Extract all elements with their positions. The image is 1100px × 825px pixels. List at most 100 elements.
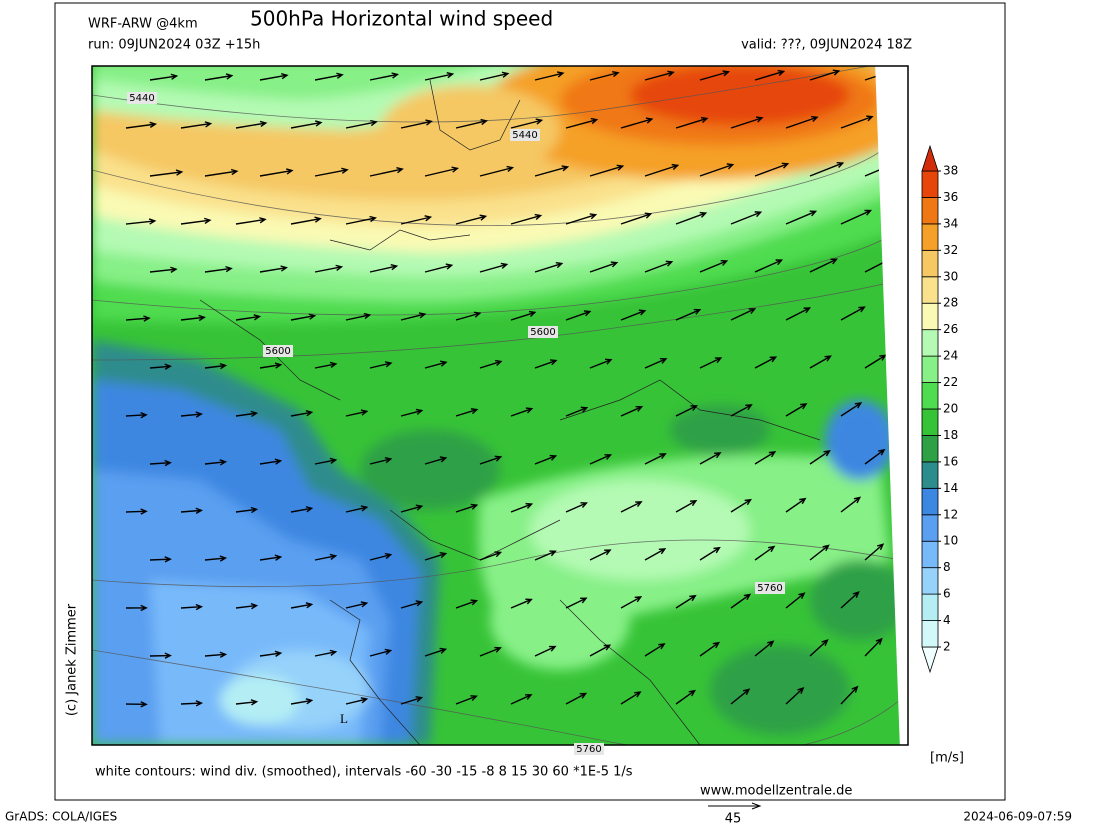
wind-arrow xyxy=(400,408,424,417)
contour-label: 5760 xyxy=(757,583,782,594)
wind-arrow xyxy=(754,259,784,273)
wind-arrow xyxy=(424,647,448,657)
wind-arrow xyxy=(125,411,148,419)
wind-arrow xyxy=(565,117,599,129)
wind-arrow xyxy=(290,506,314,513)
colorbar-label: 14 xyxy=(943,481,958,495)
wind-arrow xyxy=(455,503,479,513)
wind-arrow xyxy=(809,258,838,273)
wind-arrow xyxy=(730,116,764,129)
wind-arrow xyxy=(125,604,148,612)
wind-arrow xyxy=(259,458,283,465)
wind-arrow xyxy=(369,167,404,177)
colorbar-label: 32 xyxy=(943,243,958,257)
wind-arrow xyxy=(620,309,647,321)
wind-arrow xyxy=(369,361,393,369)
wind-arrow xyxy=(644,643,666,657)
colorbar-box xyxy=(921,170,939,198)
colorbar-label: 26 xyxy=(943,322,958,336)
colorbar-box xyxy=(921,567,939,595)
wind-arrow xyxy=(400,215,433,225)
wind-arrow xyxy=(534,645,557,657)
wind-arrow xyxy=(565,406,589,417)
wind-arrow xyxy=(809,69,841,81)
wind-arrow xyxy=(785,115,819,129)
wind-arrow xyxy=(534,454,558,465)
contour-label-bg xyxy=(755,582,785,594)
wind-arrow xyxy=(479,551,503,561)
colorbar-label: 30 xyxy=(943,269,958,283)
wind-arrow xyxy=(864,448,886,465)
wind-arrow xyxy=(204,459,228,466)
wind-arrow xyxy=(754,162,790,177)
wind-arrow xyxy=(589,358,613,369)
wind-arrow xyxy=(479,646,502,657)
wind-arrow xyxy=(675,308,702,321)
website: www.modellzentrale.de xyxy=(700,784,852,799)
wind-arrow xyxy=(149,73,179,81)
colorbar-box xyxy=(921,593,939,621)
wind-arrow xyxy=(290,216,322,225)
wind-arrow xyxy=(754,451,777,465)
colorbar-label: 16 xyxy=(943,454,958,468)
colorbar-box xyxy=(921,487,939,516)
wind-arrow xyxy=(149,266,178,273)
wind-arrow xyxy=(314,457,338,465)
colorbar-box xyxy=(921,329,939,357)
wind-arrow xyxy=(455,214,488,225)
wind-arrow xyxy=(149,459,172,467)
wind-arrow xyxy=(204,555,228,562)
wind-arrow xyxy=(589,454,613,465)
wind-arrow xyxy=(424,360,448,369)
wind-arrow xyxy=(589,549,612,561)
wind-arrow xyxy=(809,544,830,561)
wind-arrow xyxy=(589,644,612,657)
colorbar-label: 8 xyxy=(943,560,951,574)
wind-arrow xyxy=(809,639,829,657)
colorbar-label: 24 xyxy=(943,349,958,363)
wind-arrow xyxy=(235,217,267,225)
wind-arrow xyxy=(345,601,369,609)
wind-arrow xyxy=(290,410,314,417)
wind-arrow xyxy=(534,71,565,81)
wind-arrow xyxy=(149,556,172,563)
wind-arrow xyxy=(235,120,268,129)
wind-arrow xyxy=(840,591,860,609)
colorbar-high-extend xyxy=(921,144,939,172)
wind-arrow xyxy=(699,452,722,465)
wind-arrow xyxy=(510,598,533,609)
wind-arrow xyxy=(314,649,338,657)
map-title: 500hPa Horizontal wind speed xyxy=(250,7,553,31)
wind-arrow xyxy=(204,651,228,658)
wind-arrow xyxy=(400,504,424,513)
credit: (c) Janek Zimmer xyxy=(65,603,80,716)
wind-arrow xyxy=(730,688,751,705)
colorbar-label: 28 xyxy=(943,296,958,310)
wind-arrow xyxy=(675,499,698,513)
wind-arrow xyxy=(785,687,805,705)
colorbar-label: 20 xyxy=(943,402,958,416)
wind-arrow xyxy=(204,362,228,370)
wind-arrow xyxy=(565,502,588,513)
wind-arrow xyxy=(730,498,752,513)
wind-arrow xyxy=(369,648,393,657)
wind-arrow xyxy=(345,697,369,705)
wind-arrow xyxy=(699,259,729,273)
colorbar-label: 36 xyxy=(943,190,958,204)
wind-arrow xyxy=(675,405,698,417)
wind-arrow xyxy=(620,405,644,417)
colorbar-box xyxy=(921,302,939,331)
reference-vector-label: 45 xyxy=(725,812,742,825)
contour-label: 5600 xyxy=(530,327,555,338)
wind-arrow xyxy=(455,408,479,417)
wind-arrow xyxy=(290,602,314,609)
wind-arrow xyxy=(455,695,478,705)
colorbar-box xyxy=(921,249,939,278)
colorbar-label: 12 xyxy=(943,507,958,521)
wind-arrow xyxy=(785,307,811,321)
wind-arrow xyxy=(809,355,832,369)
wind-arrow xyxy=(235,410,259,418)
wind-arrow xyxy=(290,313,317,321)
wind-arrow xyxy=(125,218,157,225)
